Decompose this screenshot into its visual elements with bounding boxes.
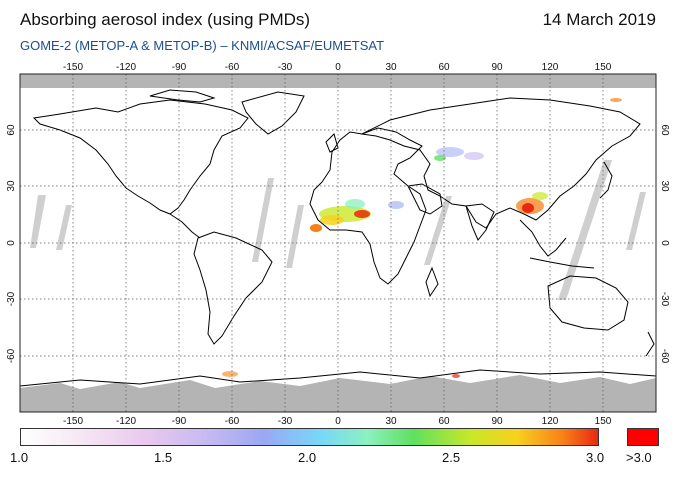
japan-coast [599,161,613,199]
north-america-coast [32,99,249,215]
coastlines [20,89,656,387]
lon-tick-bottom: 120 [542,416,559,427]
aerosol-hotspots [222,98,622,378]
colorbar-label: 2.5 [442,450,461,465]
central-america-coast [169,213,201,239]
lon-tick-top: 120 [542,62,559,73]
lon-tick-top: -30 [278,62,293,73]
colorbar-overflow-swatch [627,428,659,446]
lon-tick-bottom: 0 [335,416,341,427]
se-asia-coast [519,219,567,257]
lat-tick-right: 30 [659,180,670,192]
india-coast [465,203,495,241]
lon-tick-top: 90 [491,62,503,73]
colorbar-max-label: >3.0 [626,450,652,465]
uk-coast [325,133,339,153]
map-title: Absorbing aerosol index (using PMDs) [20,10,311,29]
lat-tick-left: 60 [6,124,17,136]
antarctica-coast [20,369,656,387]
lat-tick-right: 0 [659,240,670,246]
canada-islands-coast [149,89,216,103]
lon-tick-bottom: -150 [63,416,83,427]
lon-ticks-bottom: -150 -120 -90 -60 -30 0 30 60 90 120 150 [63,416,612,427]
lon-tick-top: 30 [385,62,397,73]
lon-tick-bottom: -30 [278,416,293,427]
lon-ticks-top: -150 -120 -90 -60 -30 0 30 60 90 120 150 [63,62,612,73]
lat-tick-right: -60 [659,349,670,364]
lon-tick-top: -60 [225,62,240,73]
indonesia-coast [529,257,595,269]
colorbar-label: 1.5 [154,450,173,465]
lon-tick-bottom: 90 [491,416,503,427]
madagascar-coast [425,266,439,298]
colorbar-label: 3.0 [586,450,605,465]
lon-tick-bottom: 150 [595,416,612,427]
lon-tick-bottom: 60 [438,416,450,427]
lat-tick-right: -30 [659,292,670,307]
colorbar-label: 1.0 [10,450,29,465]
graticule [20,74,656,412]
lat-tick-left: -60 [6,348,17,363]
colorbar [20,428,599,446]
lat-tick-right: 60 [659,124,670,136]
map-subtitle: GOME-2 (METOP-A & METOP-B) – KNMI/ACSAF/… [20,38,385,53]
australia-coast [547,275,629,331]
lon-tick-bottom: -120 [116,416,136,427]
asia-coast [360,97,641,229]
colorbar-label: 2.0 [298,450,317,465]
map-date: 14 March 2019 [542,10,656,29]
lat-tick-left: 30 [6,180,17,192]
new-zealand-coast [645,331,655,357]
orbit-gaps [30,160,646,300]
lat-tick-left: -30 [6,291,17,306]
lon-tick-top: -150 [63,62,83,73]
south-america-coast [193,231,273,345]
lon-tick-top: 150 [595,62,612,73]
lon-tick-top: -120 [116,62,136,73]
lon-tick-bottom: 30 [385,416,397,427]
north-no-data-band [20,74,656,88]
lat-ticks-left: 60 30 0 -30 -60 [6,124,17,363]
lon-tick-top: 0 [335,62,341,73]
lon-tick-bottom: -90 [172,416,187,427]
lon-tick-top: 60 [438,62,450,73]
greenland-coast [241,91,305,135]
arabia-coast [407,183,443,215]
lat-tick-left: 0 [6,240,17,246]
lon-tick-bottom: -60 [225,416,240,427]
lon-tick-top: -90 [172,62,187,73]
lat-ticks-right: 60 30 0 -30 -60 [659,124,670,363]
